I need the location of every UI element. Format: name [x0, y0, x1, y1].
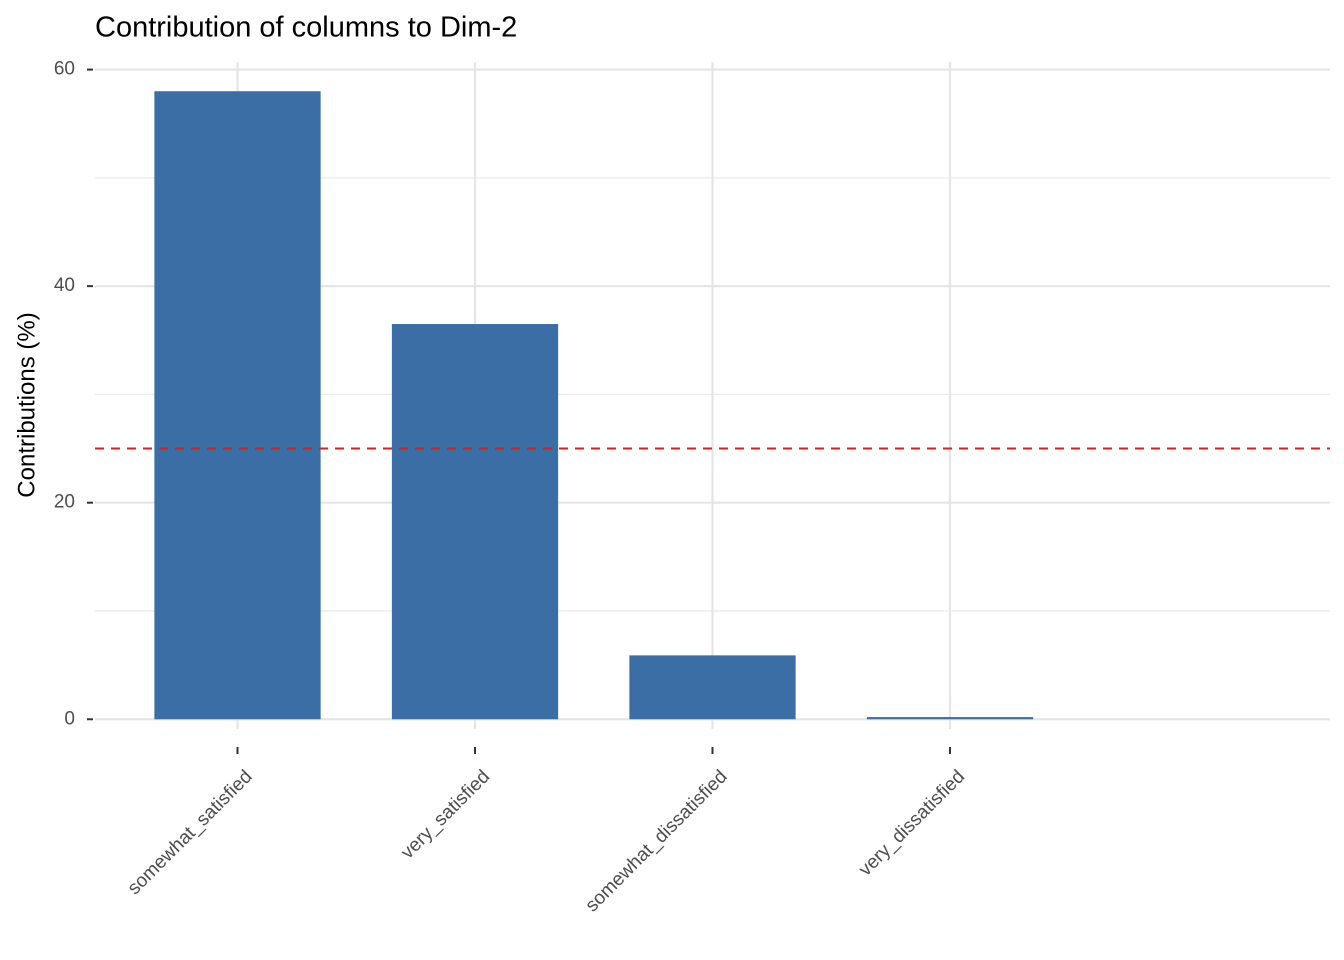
x-tick-label: very_dissatisfied: [855, 766, 969, 880]
chart-title: Contribution of columns to Dim-2: [95, 12, 517, 44]
y-tick-label: 20: [54, 492, 75, 513]
x-tick-label: very_satisfied: [397, 766, 494, 863]
y-tick-label: 0: [64, 708, 75, 729]
x-tick-label: somewhat_satisfied: [124, 766, 257, 899]
bar: [391, 324, 559, 720]
y-tick-label: 40: [54, 275, 75, 296]
y-axis-label: Contributions (%): [13, 312, 40, 497]
bar: [629, 655, 796, 720]
x-tick-label: somewhat_dissatisfied: [582, 766, 732, 916]
bar: [154, 91, 321, 720]
bar: [866, 717, 1034, 720]
y-tick-label: 60: [54, 59, 75, 80]
